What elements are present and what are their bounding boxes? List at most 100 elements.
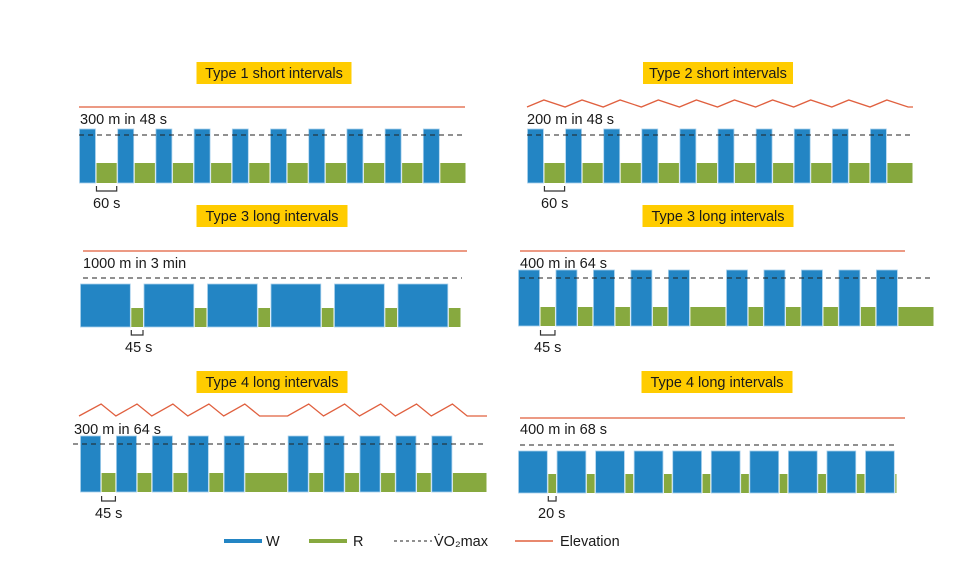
legend: W R V̇O₂max Elevation <box>224 533 620 550</box>
rest-bar <box>620 163 641 183</box>
panel-title-background <box>196 371 348 393</box>
work-bar <box>207 283 258 328</box>
rest-bar <box>615 307 630 326</box>
work-bar <box>870 128 887 184</box>
work-bar <box>231 128 249 184</box>
work-bar <box>710 450 741 494</box>
legend-label-work: W <box>266 534 280 550</box>
rest-bar <box>249 163 270 183</box>
panel-title: Type 3 long intervals <box>652 209 785 225</box>
work-bar <box>555 269 578 327</box>
work-bar <box>359 435 381 493</box>
interval-label: 1000 m in 3 min <box>83 256 186 272</box>
panel-title-background <box>642 205 794 227</box>
rest-bar <box>211 163 232 183</box>
rest-bar <box>652 307 668 326</box>
panel-6: Type 4 long intervals 400 m in 68 s 20 s <box>518 371 905 522</box>
work-bar <box>826 450 857 494</box>
work-bar <box>518 269 540 327</box>
work-bar <box>755 128 773 184</box>
work-bar <box>431 435 453 493</box>
work-bar <box>726 269 748 327</box>
work-bar <box>116 435 137 493</box>
legend-label-rest: R <box>353 534 363 550</box>
rest-bar <box>734 163 756 183</box>
interval-label: 400 m in 68 s <box>520 422 607 438</box>
rest-bar <box>245 473 288 492</box>
rest-bar <box>172 163 194 183</box>
rest-bar <box>773 163 794 183</box>
rest-duration-label: 45 s <box>95 506 122 522</box>
work-bar <box>865 450 895 494</box>
rest-bar <box>416 473 431 492</box>
rest-bar <box>898 307 934 326</box>
rest-bar <box>823 307 838 326</box>
rest-bar <box>811 163 832 183</box>
rest-duration-bracket <box>547 496 557 502</box>
rest-bar <box>785 307 801 326</box>
rest-duration-label: 60 s <box>541 196 568 212</box>
rest-bar <box>748 307 763 326</box>
work-bar <box>595 450 625 494</box>
rest-bar <box>577 307 593 326</box>
rest-bar <box>741 474 749 493</box>
rest-bar <box>101 473 116 492</box>
rest-bar <box>452 473 487 492</box>
rest-bar <box>540 307 555 326</box>
rest-bar <box>385 308 397 327</box>
panel-title-background <box>641 371 793 393</box>
rest-duration-bracket <box>95 186 118 192</box>
rest-bar <box>849 163 870 183</box>
rest-bar <box>895 474 897 493</box>
rest-bar <box>325 163 346 183</box>
work-bar <box>565 128 582 184</box>
rest-bar <box>137 473 152 492</box>
work-bar <box>749 450 780 494</box>
work-bar <box>422 128 440 184</box>
work-bar <box>187 435 209 493</box>
work-bar <box>346 128 364 184</box>
rest-bar <box>625 474 634 493</box>
panel-title-background <box>196 205 348 227</box>
work-bar <box>334 283 385 328</box>
work-bar <box>117 128 135 184</box>
rest-bar <box>818 474 826 493</box>
rest-duration-label: 45 s <box>125 340 152 356</box>
rest-bar <box>96 163 117 183</box>
work-bar <box>793 128 811 184</box>
work-bar <box>831 128 849 184</box>
rest-bar <box>363 163 385 183</box>
panel-title-background <box>196 62 352 84</box>
work-bar <box>875 269 898 327</box>
rest-duration-label: 20 s <box>538 506 565 522</box>
rest-bar <box>856 474 865 493</box>
rest-bar <box>131 308 143 327</box>
legend-item-work: W <box>224 534 280 550</box>
work-bar <box>801 269 823 327</box>
rest-bar <box>134 163 155 183</box>
rest-bar <box>658 163 679 183</box>
rest-duration-bracket <box>539 330 556 336</box>
work-bar <box>193 128 211 184</box>
legend-item-vo2max: V̇O₂max <box>394 533 489 550</box>
work-bar <box>593 269 615 327</box>
rest-bar <box>287 163 308 183</box>
work-bar <box>763 269 786 327</box>
panel-title: Type 4 long intervals <box>651 375 784 391</box>
rest-bar <box>702 474 711 493</box>
work-bar <box>633 450 664 494</box>
rest-bar <box>321 308 334 327</box>
work-bar <box>323 435 345 493</box>
rest-bar <box>194 308 207 327</box>
panel-title: Type 1 short intervals <box>205 66 343 82</box>
panel-title: Type 2 short intervals <box>649 66 787 82</box>
rest-bar <box>582 163 603 183</box>
work-bar <box>151 435 173 493</box>
rest-bar <box>887 163 913 183</box>
work-bar <box>395 435 417 493</box>
work-bar <box>672 450 702 494</box>
panel-2: Type 2 short intervals 200 m in 48 s 60 s <box>526 62 913 212</box>
rest-bar <box>696 163 718 183</box>
